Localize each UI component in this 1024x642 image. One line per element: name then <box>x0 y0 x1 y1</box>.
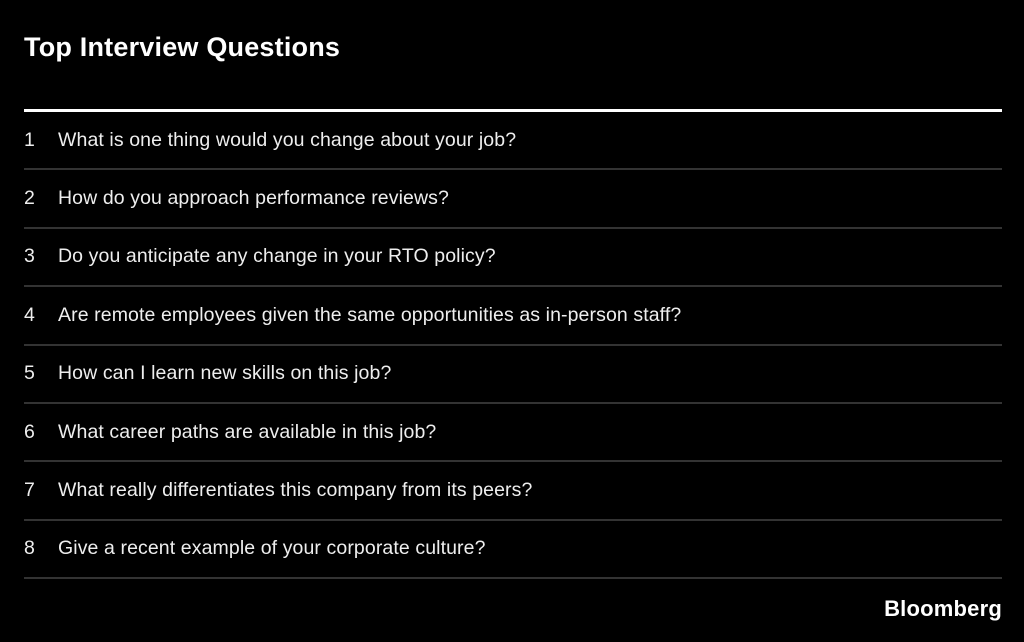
row-number: 4 <box>24 303 35 326</box>
table-row: 3 Do you anticipate any change in your R… <box>24 229 1002 288</box>
row-question: What career paths are available in this … <box>58 420 437 443</box>
row-question: What really differentiates this company … <box>58 479 533 502</box>
row-number: 5 <box>24 362 35 385</box>
bloomberg-logo: Bloomberg <box>884 595 1002 621</box>
row-number: 6 <box>24 420 35 443</box>
footer: Bloomberg <box>0 579 1024 642</box>
table-row: 1 What is one thing would you change abo… <box>24 112 1002 171</box>
row-number: 2 <box>24 187 35 210</box>
row-question: Do you anticipate any change in your RTO… <box>58 245 496 268</box>
row-question: How can I learn new skills on this job? <box>58 362 392 385</box>
row-number: 8 <box>24 537 35 560</box>
title-rule-divider <box>24 109 1002 112</box>
row-question: Give a recent example of your corporate … <box>58 537 486 560</box>
row-number: 3 <box>24 245 35 268</box>
table-row: 5 How can I learn new skills on this job… <box>24 346 1002 404</box>
row-question: Are remote employees given the same oppo… <box>58 303 682 326</box>
table-row: 7 What really differentiates this compan… <box>24 462 1002 521</box>
header: Top Interview Questions <box>0 0 1024 64</box>
row-question: How do you approach performance reviews? <box>58 187 449 210</box>
table-row: 6 What career paths are available in thi… <box>24 404 1002 463</box>
row-question: What is one thing would you change about… <box>58 128 517 151</box>
table-row: 2 How do you approach performance review… <box>24 170 1002 229</box>
page-title: Top Interview Questions <box>24 32 341 62</box>
row-number: 1 <box>24 128 35 151</box>
row-number: 7 <box>24 479 35 502</box>
table-row: 8 Give a recent example of your corporat… <box>24 521 1002 580</box>
question-list: 1 What is one thing would you change abo… <box>24 112 1002 580</box>
table-row: 4 Are remote employees given the same op… <box>24 287 1002 346</box>
